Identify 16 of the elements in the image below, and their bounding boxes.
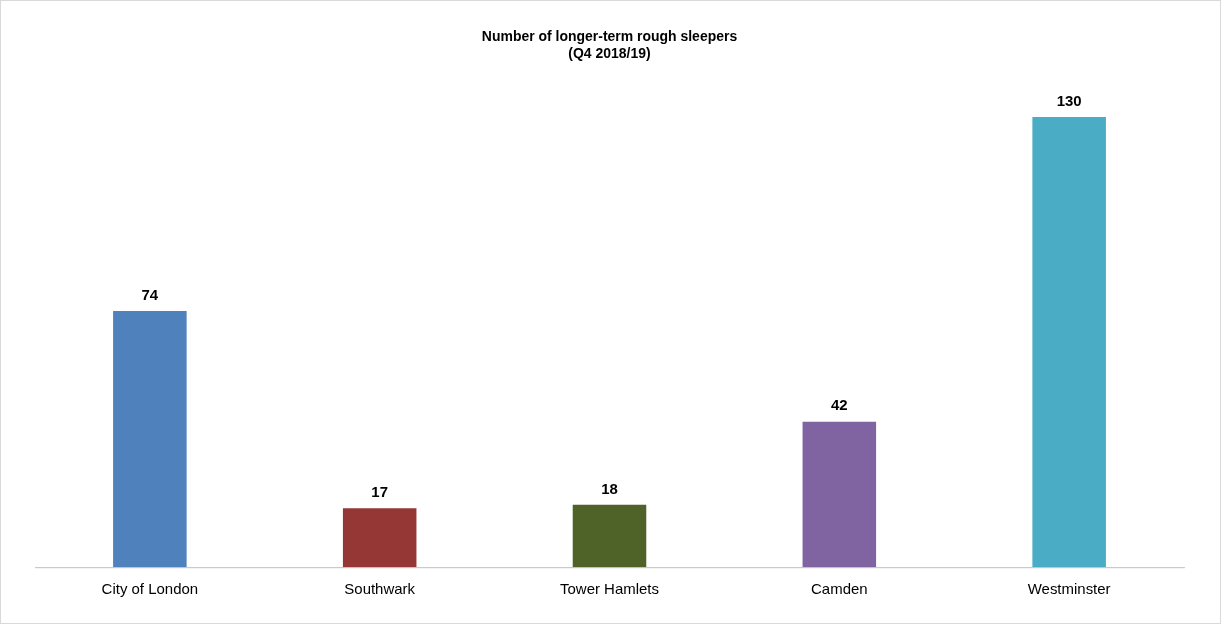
bar <box>802 421 877 568</box>
data-label: 130 <box>1056 91 1082 109</box>
data-label: 18 <box>601 479 618 497</box>
bar <box>572 504 647 568</box>
x-tick-label: Camden <box>811 580 868 598</box>
bar <box>113 310 187 568</box>
bar <box>342 508 417 568</box>
data-label: 74 <box>141 285 159 303</box>
bar <box>1032 116 1106 568</box>
x-tick-label: Westminster <box>1027 580 1111 598</box>
x-tick-label: Southwark <box>344 580 416 598</box>
data-label: 17 <box>371 482 389 500</box>
chart-title: Number of longer-term rough sleepers (Q4 2018/19) <box>481 28 738 61</box>
x-tick-label: Tower Hamlets <box>560 580 659 598</box>
x-tick-label: City of London <box>101 580 199 598</box>
data-label: 42 <box>831 396 848 414</box>
